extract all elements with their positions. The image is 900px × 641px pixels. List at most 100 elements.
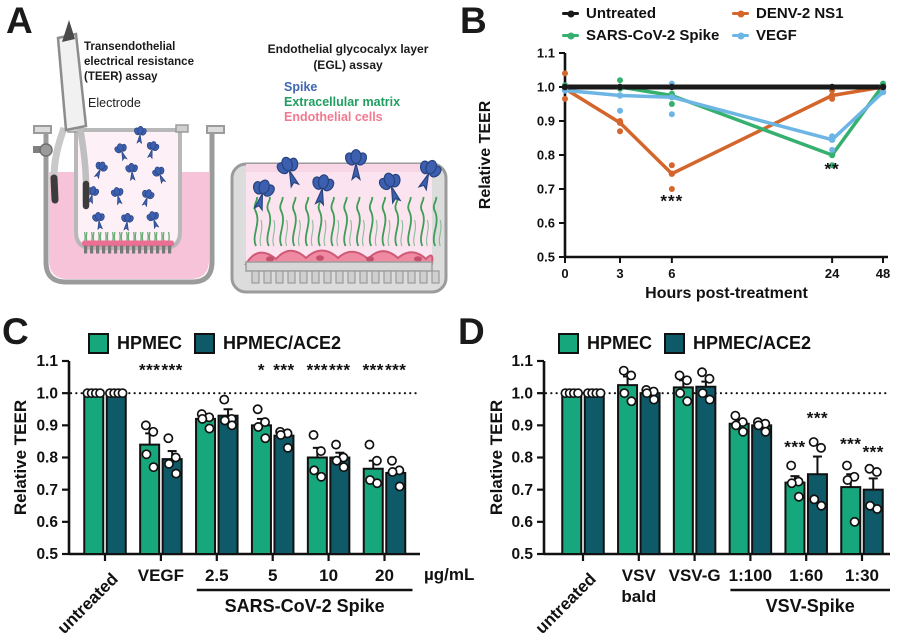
legend-item-hpmec: HPMEC	[558, 333, 652, 354]
svg-text:0.6: 0.6	[537, 216, 555, 231]
data-point	[731, 420, 741, 431]
data-point	[595, 388, 606, 399]
svg-text:SARS-CoV-2 Spike: SARS-CoV-2 Spike	[225, 596, 385, 616]
data-point	[252, 404, 263, 415]
data-point	[793, 491, 804, 502]
egl-assay-title: Endothelial glycocalyx layer (EGL) assay	[267, 42, 429, 72]
data-point	[338, 462, 349, 473]
svg-text:0.5: 0.5	[511, 546, 533, 563]
legend-label: SARS-CoV-2 Spike	[586, 27, 720, 44]
data-point	[394, 481, 405, 492]
data-point	[148, 426, 159, 437]
legend-label: HPMEC	[587, 333, 653, 353]
data-point	[387, 455, 397, 466]
svg-text:0: 0	[561, 266, 568, 281]
data-point	[697, 367, 707, 378]
panel-label-b: B	[460, 0, 487, 41]
line-marker-icon	[562, 32, 579, 39]
svg-text:Relative TEER: Relative TEER	[11, 400, 30, 515]
data-point	[117, 388, 128, 399]
legend-item-denv2-ns1: DENV-2 NS1	[732, 5, 844, 22]
bar	[273, 434, 295, 555]
bar-legend-d: HPMEC HPMEC/ACE2	[558, 333, 811, 354]
legend-item-vegf: VEGF	[732, 27, 844, 44]
svg-text:***: ***	[329, 360, 350, 379]
legend-label: HPMEC	[117, 333, 183, 353]
svg-text:2.5: 2.5	[205, 566, 229, 585]
bar	[617, 384, 639, 555]
panel-label-a: A	[6, 0, 33, 41]
data-point	[730, 410, 741, 421]
svg-text:VSV-G: VSV-G	[669, 566, 721, 585]
data-point	[364, 439, 375, 450]
svg-text:***: ***	[840, 434, 861, 453]
bar	[217, 414, 239, 555]
svg-text:Relative TEER: Relative TEER	[477, 100, 494, 209]
teer-line-chart: 0.5 0.6 0.7 0.8 0.9 1.0 1.1 0 3 6 24 48 Hours post-t…	[477, 46, 890, 302]
bar	[672, 386, 694, 555]
svg-text:***: ***	[273, 360, 294, 379]
teer-bar-chart-vsv: 0.50.60.70.80.91.01.1********* ***untreat…	[487, 353, 892, 638]
bar	[250, 424, 272, 556]
svg-text:1.0: 1.0	[537, 80, 555, 95]
data-point	[738, 426, 748, 437]
data-point	[141, 449, 152, 460]
bar	[751, 424, 773, 556]
data-point	[618, 365, 629, 376]
svg-text:***: ***	[807, 409, 828, 428]
cell-layer-strip	[82, 240, 174, 247]
data-point	[704, 373, 715, 384]
data-point	[648, 394, 659, 405]
data-point	[219, 394, 230, 405]
data-point	[148, 462, 159, 473]
data-point	[626, 370, 637, 381]
data-point	[626, 396, 637, 407]
svg-text:0.6: 0.6	[36, 514, 58, 531]
plot-layer: 0.50.60.70.80.91.01.1********* ***untreat…	[487, 353, 892, 638]
svg-text:1.0: 1.0	[511, 385, 533, 402]
data-point	[871, 467, 882, 477]
svg-text:**: **	[825, 160, 840, 179]
svg-text:0.8: 0.8	[511, 450, 533, 467]
svg-text:VEGF: VEGF	[138, 566, 184, 585]
egl-well	[230, 149, 448, 294]
svg-text:0.8: 0.8	[36, 450, 58, 467]
bar	[695, 385, 717, 555]
svg-text:***: ***	[363, 360, 384, 379]
data-point	[95, 388, 106, 399]
teer-assay-title: Transendothelial electrical resistance (…	[84, 41, 194, 84]
data-point	[619, 388, 630, 399]
legend-item-sars-cov2-spike: SARS-CoV-2 Spike	[562, 27, 732, 44]
bar	[105, 392, 127, 555]
svg-text:1.1: 1.1	[537, 46, 555, 61]
line-marker-icon	[562, 10, 579, 17]
svg-text:bald: bald	[621, 587, 656, 606]
legend-label: HPMEC/ACE2	[223, 333, 342, 353]
bar	[362, 467, 384, 555]
svg-text:1:30: 1:30	[845, 566, 879, 585]
svg-text:***: ***	[139, 360, 160, 379]
svg-text:0.8: 0.8	[537, 148, 555, 163]
svg-text:1.0: 1.0	[36, 385, 58, 402]
svg-text:untreated: untreated	[532, 569, 600, 637]
line-marker-icon	[732, 10, 749, 17]
svg-text:0.6: 0.6	[511, 514, 533, 531]
assay-illustration	[33, 20, 448, 294]
svg-text:10: 10	[319, 566, 338, 585]
unit-label: µg/mL	[424, 565, 475, 584]
data-point	[872, 504, 883, 514]
bar	[862, 488, 884, 556]
data-point	[697, 388, 708, 399]
svg-text:0.5: 0.5	[36, 546, 58, 563]
data-point	[226, 420, 237, 431]
svg-text:0.9: 0.9	[36, 418, 58, 435]
data-point	[760, 426, 771, 437]
data-point	[786, 460, 797, 471]
data-point	[253, 421, 264, 432]
data-point	[387, 467, 398, 477]
svg-text:1.1: 1.1	[36, 353, 58, 370]
color-swatch	[664, 333, 686, 354]
svg-text:***: ***	[784, 438, 805, 457]
data-point	[573, 388, 584, 399]
data-point	[170, 452, 181, 463]
